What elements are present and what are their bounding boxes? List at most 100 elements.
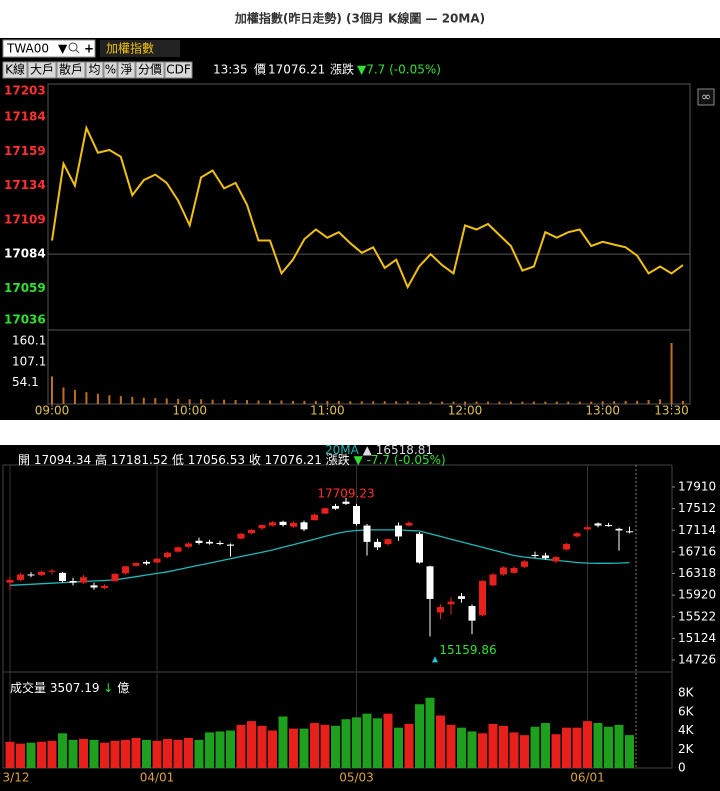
candle-body bbox=[542, 555, 549, 559]
low-label: 15159.86 bbox=[439, 643, 496, 657]
candle-body bbox=[594, 523, 602, 526]
volume-bar bbox=[89, 739, 99, 768]
change-label: 漲跌 bbox=[330, 62, 354, 77]
y-tick-label: 107.1 bbox=[12, 354, 46, 368]
volume-bar bbox=[163, 738, 172, 768]
tool-button-label: K線 bbox=[5, 62, 25, 77]
candle-body bbox=[27, 574, 35, 576]
candle-body bbox=[90, 585, 98, 588]
dropdown-icon[interactable]: ▼ bbox=[58, 42, 68, 56]
volume-bar bbox=[383, 713, 393, 768]
search-icon[interactable] bbox=[68, 42, 78, 52]
y-tick-label: 17059 bbox=[4, 281, 46, 295]
volume-bar bbox=[152, 740, 162, 768]
volume-bar bbox=[26, 742, 36, 768]
tool-button[interactable] bbox=[164, 61, 193, 79]
tool-button[interactable] bbox=[135, 61, 165, 79]
link-button[interactable] bbox=[697, 88, 715, 106]
volume-header: 成交量 3507.19 ↓ 億 bbox=[10, 680, 129, 695]
tool-button[interactable] bbox=[117, 61, 136, 79]
candle-body bbox=[237, 533, 245, 539]
x-tick-label: 06/01 bbox=[570, 771, 605, 785]
volume-bar bbox=[544, 401, 547, 404]
close: 17076.21 bbox=[265, 453, 322, 467]
name-box bbox=[100, 40, 180, 57]
volume-bar bbox=[452, 401, 455, 404]
volume-bar bbox=[404, 723, 414, 768]
tool-button[interactable] bbox=[103, 61, 118, 79]
candle-body bbox=[111, 573, 119, 581]
y-tick-label: 2K bbox=[678, 742, 695, 756]
volume-bar bbox=[194, 739, 204, 768]
candle-body bbox=[321, 508, 329, 514]
candle-body bbox=[17, 574, 24, 580]
high: 17181.52 bbox=[111, 453, 168, 467]
candle-body bbox=[279, 521, 287, 526]
volume-bar bbox=[682, 400, 684, 404]
volume-bar bbox=[110, 740, 120, 768]
candle-body bbox=[290, 522, 297, 527]
candle-body bbox=[363, 525, 371, 542]
volume-bar bbox=[530, 726, 540, 768]
candle-body bbox=[80, 577, 87, 583]
y-tick-label: 17134 bbox=[4, 178, 46, 192]
candle-body bbox=[510, 567, 518, 573]
volume-bar bbox=[291, 400, 294, 404]
symbol-input[interactable] bbox=[2, 39, 96, 58]
volume-bar bbox=[211, 399, 214, 404]
volume-bar bbox=[278, 716, 288, 768]
candle-body bbox=[615, 528, 623, 531]
volume-bar bbox=[373, 718, 382, 768]
volume-bar bbox=[320, 724, 330, 768]
tool-button[interactable] bbox=[85, 61, 104, 79]
y-tick-label: 17910 bbox=[678, 480, 716, 494]
candle-body bbox=[258, 525, 266, 529]
volume-bar bbox=[326, 400, 329, 404]
tool-button[interactable] bbox=[56, 61, 86, 79]
volume-bar bbox=[310, 723, 319, 768]
price-line bbox=[51, 124, 684, 290]
candle-body bbox=[353, 506, 360, 524]
candle-body bbox=[101, 585, 108, 589]
add-icon[interactable]: + bbox=[84, 42, 94, 56]
candle-body bbox=[437, 607, 444, 613]
high-label: 高 bbox=[95, 452, 107, 467]
volume-bar bbox=[268, 400, 271, 404]
change: ▼ -7.7 (-0.05%) bbox=[354, 453, 446, 467]
volume-bar bbox=[257, 400, 260, 404]
volume-bar bbox=[429, 401, 432, 404]
volume-bar bbox=[590, 401, 593, 404]
x-tick-label: 04/01 bbox=[140, 771, 175, 785]
volume-bar bbox=[475, 401, 478, 404]
volume-bar bbox=[341, 719, 351, 768]
volume-bar bbox=[223, 399, 226, 404]
volume-bar bbox=[188, 399, 191, 404]
tool-button[interactable] bbox=[27, 61, 57, 79]
y-tick-label: 16318 bbox=[678, 566, 716, 580]
candle-body bbox=[311, 514, 318, 521]
volume-bar bbox=[478, 733, 487, 768]
change: ▼7.7 (-0.05%) bbox=[357, 63, 441, 77]
candle-body bbox=[416, 533, 423, 563]
tool-button-label: 均 bbox=[88, 63, 100, 77]
volume-bar bbox=[234, 400, 237, 404]
volume-bar bbox=[51, 376, 53, 404]
volume-bar bbox=[16, 743, 25, 768]
candle-body bbox=[269, 522, 276, 526]
volume-bar bbox=[604, 726, 613, 768]
price: 17076.21 bbox=[268, 63, 325, 77]
volume-bar bbox=[184, 738, 193, 768]
low-label: 低 bbox=[172, 453, 184, 467]
ma-header: 20MA ▲ 16518.81 bbox=[325, 443, 433, 457]
candle-body bbox=[468, 605, 476, 621]
candle-body bbox=[59, 572, 66, 581]
tool-button[interactable] bbox=[2, 61, 28, 79]
close-label: 收 bbox=[249, 453, 261, 467]
candle-body bbox=[38, 571, 45, 576]
change-label: 漲跌 bbox=[326, 452, 350, 467]
candle-body bbox=[531, 554, 539, 557]
volume-bar bbox=[280, 400, 283, 404]
tool-button-label: 散戶 bbox=[59, 62, 83, 77]
tool-button-label: 分價 bbox=[138, 63, 162, 77]
volume-bar bbox=[314, 400, 317, 404]
